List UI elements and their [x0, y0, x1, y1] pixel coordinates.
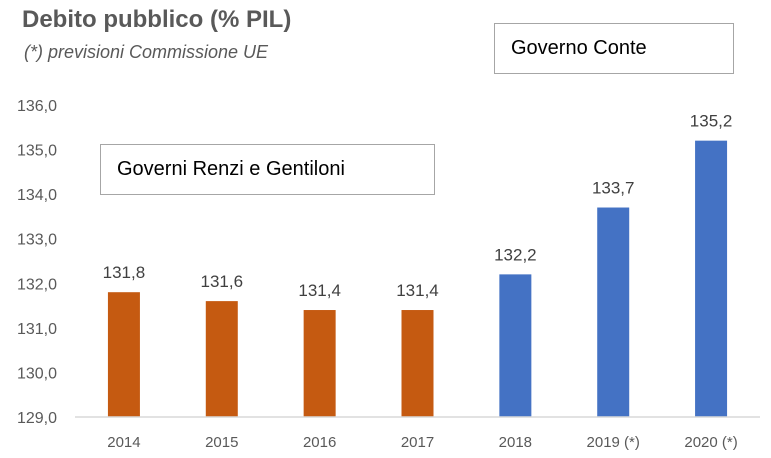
y-tick-label: 131,0	[17, 321, 57, 338]
annotation-governo-conte: Governo Conte	[494, 23, 734, 74]
y-tick-label: 136,0	[17, 98, 57, 115]
bars	[107, 140, 728, 417]
x-tick-label: 2018	[499, 434, 532, 451]
chart-title: Debito pubblico (% PIL)	[22, 6, 292, 33]
x-tick-label: 2015	[205, 434, 238, 451]
bar	[695, 140, 728, 417]
y-tick-label: 134,0	[17, 187, 57, 204]
chart-subtitle: (*) previsioni Commissione UE	[24, 42, 269, 62]
data-label: 135,2	[690, 112, 733, 131]
x-axis: 2014 2015 2016 2017 2018 2019 (*) 2020 (*)	[75, 416, 760, 451]
bar	[597, 207, 630, 417]
bar	[205, 301, 238, 417]
bar	[401, 310, 434, 417]
y-tick-label: 133,0	[17, 232, 57, 249]
x-tick-label: 2017	[401, 434, 434, 451]
y-tick-label: 130,0	[17, 365, 57, 382]
data-label: 131,6	[201, 272, 244, 291]
x-tick-label: 2016	[303, 434, 336, 451]
y-tick-label: 129,0	[17, 410, 57, 427]
bar	[499, 274, 532, 417]
x-tick-label: 2019 (*)	[587, 434, 640, 451]
x-tick-label: 2020 (*)	[684, 434, 737, 451]
data-label: 131,4	[298, 281, 341, 300]
x-tick-label: 2014	[107, 434, 140, 451]
data-label: 133,7	[592, 179, 635, 198]
y-tick-label: 132,0	[17, 276, 57, 293]
bar	[303, 310, 336, 417]
data-label: 131,4	[396, 281, 439, 300]
data-label: 132,2	[494, 245, 537, 264]
data-labels: 131,8 131,6 131,4 131,4 132,2 133,7 135,2	[103, 112, 733, 300]
annotation-governi-renzi-gentiloni: Governi Renzi e Gentiloni	[100, 144, 435, 195]
y-tick-label: 135,0	[17, 143, 57, 160]
data-label: 131,8	[103, 263, 146, 282]
bar	[107, 292, 140, 417]
y-axis: 129,0 130,0 131,0 132,0 133,0 134,0 135,0 136,0	[17, 98, 57, 427]
